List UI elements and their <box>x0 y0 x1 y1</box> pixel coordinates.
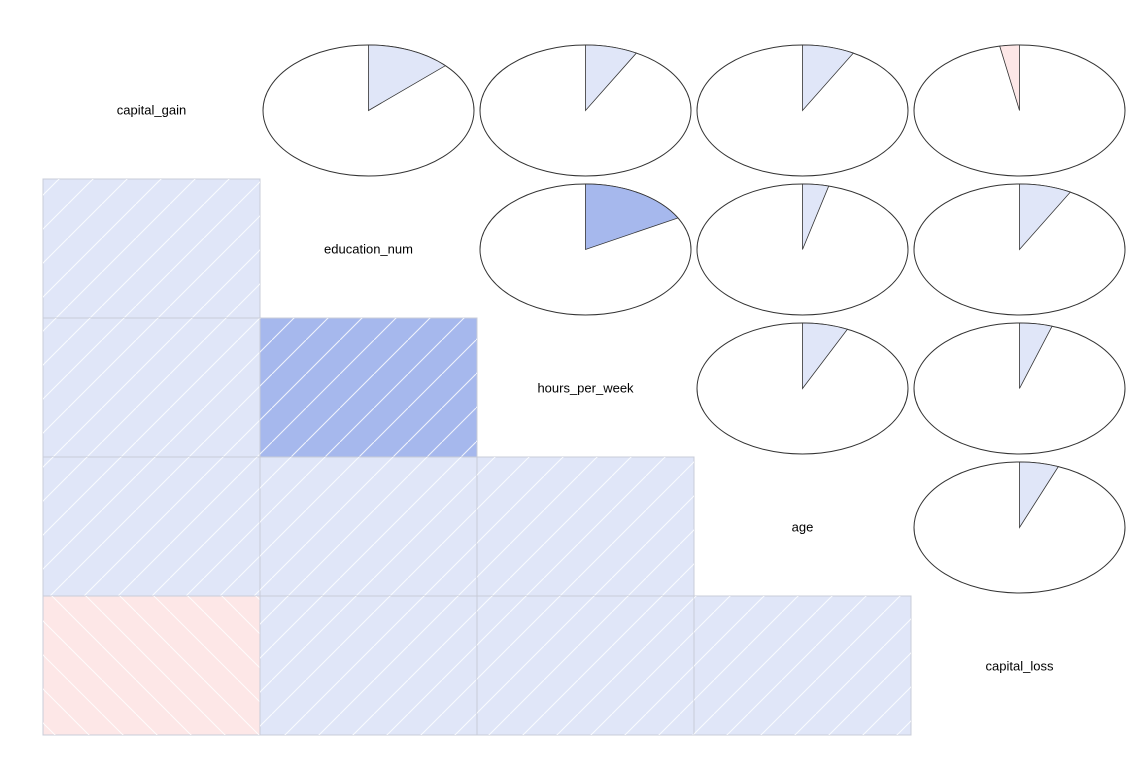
pie-slice-capital_gain-age <box>802 44 855 112</box>
pie-slice-capital_gain-education_num <box>368 44 447 112</box>
shade-cell-age-capital_gain <box>42 456 261 597</box>
pie-cell-capital_gain-hours_per_week <box>479 44 692 177</box>
variable-label-hours_per_week: hours_per_week <box>537 381 634 396</box>
shade-cell-capital_loss-hours_per_week <box>476 595 695 736</box>
pie-slice-education_num-hours_per_week <box>585 183 679 251</box>
pie-slice-capital_gain-hours_per_week <box>585 44 638 112</box>
shade-cell-capital_loss-age <box>693 595 912 736</box>
pie-slice-age-capital_loss <box>1019 461 1059 529</box>
shade-cell-capital_loss-education_num <box>259 595 478 736</box>
pie-cell-hours_per_week-age <box>696 322 909 455</box>
shade-cell-age-hours_per_week <box>476 456 695 597</box>
pie-cell-age-capital_loss <box>913 461 1126 594</box>
pie-cell-capital_gain-education_num <box>262 44 475 177</box>
variable-label-capital_gain: capital_gain <box>117 103 186 118</box>
pie-slice-hours_per_week-capital_loss <box>1019 322 1053 389</box>
pie-cell-education_num-hours_per_week <box>479 183 692 316</box>
variable-label-education_num: education_num <box>324 242 413 257</box>
pie-cell-hours_per_week-capital_loss <box>913 322 1126 455</box>
pie-cell-capital_gain-age <box>696 44 909 177</box>
variable-label-capital_loss: capital_loss <box>986 659 1054 674</box>
shade-cell-hours_per_week-education_num <box>259 317 478 458</box>
pie-slice-education_num-age <box>802 183 830 250</box>
shade-cell-hours_per_week-capital_gain <box>42 317 261 458</box>
pie-slice-education_num-capital_loss <box>1019 183 1072 251</box>
shade-cell-age-education_num <box>259 456 478 597</box>
pie-slice-capital_gain-capital_loss <box>999 44 1020 111</box>
shade-cell-capital_loss-capital_gain <box>42 595 261 736</box>
pie-cell-education_num-capital_loss <box>913 183 1126 316</box>
pie-cell-capital_gain-capital_loss <box>913 44 1126 177</box>
shade-cell-education_num-capital_gain <box>42 178 261 319</box>
pie-cell-education_num-age <box>696 183 909 316</box>
variable-label-age: age <box>792 520 814 535</box>
pie-slice-hours_per_week-age <box>802 322 849 390</box>
